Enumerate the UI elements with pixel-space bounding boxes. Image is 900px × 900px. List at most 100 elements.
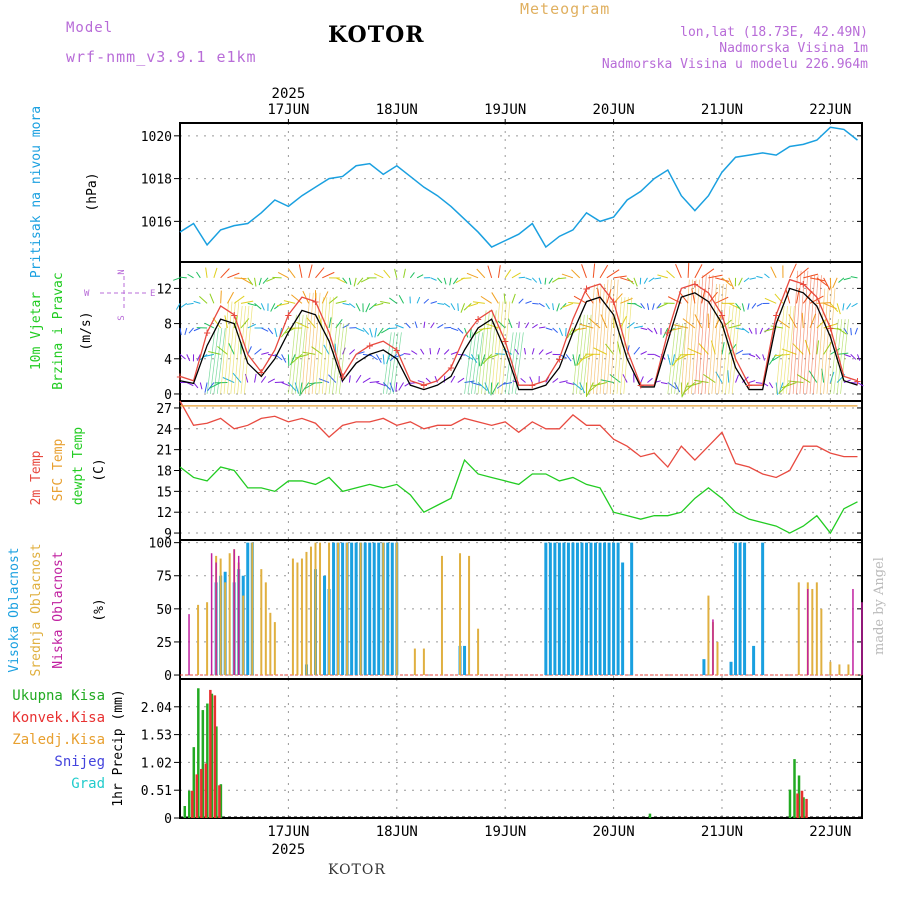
wind-barb — [199, 296, 208, 304]
x-tick-label-top: 17JUN — [267, 102, 309, 118]
gust-hatch — [227, 301, 236, 394]
wind-barb — [593, 347, 608, 355]
cloud-bar-mid — [847, 664, 850, 676]
wind-barb — [568, 301, 580, 304]
cloud-bar-mid — [468, 555, 471, 676]
wind-barb — [398, 295, 405, 304]
wind-gust-marker: + — [529, 378, 536, 392]
gust-hatch — [704, 275, 714, 394]
wind-barb — [768, 382, 774, 389]
wind-barb — [376, 382, 386, 387]
temp-unit: (C) — [92, 458, 107, 481]
cloud-bar-high — [612, 542, 616, 676]
gust-hatch — [609, 279, 619, 394]
wind-barb — [846, 303, 852, 310]
wind-barb — [349, 349, 356, 355]
wind-barb — [342, 302, 350, 306]
wind-barb — [452, 277, 459, 285]
wind-barb — [626, 277, 635, 285]
gust-hatch — [484, 310, 494, 394]
cloud-bar-high — [553, 542, 557, 676]
wind-barb — [633, 302, 643, 309]
cloud-bar-mid — [273, 622, 276, 676]
wind-barb — [657, 274, 668, 279]
y-tick-label: 21 — [156, 444, 172, 459]
gust-hatch — [213, 327, 223, 395]
cloud-bar-low — [861, 602, 863, 676]
wind-barb — [525, 322, 530, 329]
wind-barb — [756, 275, 763, 279]
wind-barb — [678, 291, 689, 304]
gust-hatch — [599, 279, 609, 394]
wind-barb — [403, 353, 411, 355]
wind-barb — [764, 273, 770, 279]
wind-barb — [619, 316, 627, 329]
gust-hatch — [836, 319, 846, 394]
wind-barb — [436, 347, 441, 355]
x-tick-label-bottom: 17JUN — [267, 824, 309, 840]
wind-barb — [748, 380, 756, 384]
gust-hatch — [487, 310, 497, 394]
wind-barb — [507, 318, 513, 329]
wind-barb — [204, 382, 208, 393]
gust-hatch — [694, 275, 704, 394]
wind-barb — [518, 298, 524, 304]
cloud-bar-low — [188, 614, 190, 676]
wind-barb — [741, 376, 749, 383]
wind-barb — [576, 354, 581, 366]
wind-barb — [640, 303, 645, 310]
wind-barb — [511, 293, 516, 304]
wind-barb — [368, 302, 377, 310]
wind-barb — [801, 312, 804, 329]
wind-barb — [196, 354, 201, 361]
wind-barb — [552, 377, 559, 383]
wind-barb — [558, 327, 564, 336]
gust-hatch — [579, 314, 589, 394]
wind-barb — [653, 327, 658, 335]
wind-barb — [523, 347, 527, 355]
wind-gust-marker: + — [285, 308, 292, 322]
cloud-bar-high — [332, 542, 336, 676]
gust-hatch — [674, 323, 683, 395]
wind-barb — [660, 382, 668, 385]
wind-barb — [389, 382, 394, 393]
wind-barb — [487, 265, 493, 278]
wind-barb — [646, 303, 650, 310]
gust-hatch — [575, 314, 585, 394]
gust-hatch — [708, 283, 717, 394]
wind-barb — [460, 303, 466, 313]
gust-hatch — [670, 323, 680, 395]
cloud-unit: (%) — [92, 598, 107, 621]
wind-barb — [213, 267, 218, 278]
x-tick-label-bottom: 21JUN — [701, 824, 743, 840]
wind-barb — [469, 327, 472, 338]
gust-hatch — [687, 279, 697, 394]
precip-bar-total — [797, 775, 801, 818]
gust-hatch — [572, 314, 582, 394]
y-tick-label: 12 — [156, 282, 172, 297]
precip-bar-total — [219, 784, 223, 818]
wind-barb — [281, 382, 291, 387]
gust-hatch — [592, 283, 602, 394]
cloud-bar-low — [210, 553, 213, 676]
wind-gust-marker: + — [637, 378, 644, 392]
wind-barb — [335, 300, 347, 304]
wind-gust-marker: + — [854, 374, 861, 388]
cloud-bar-high — [607, 542, 611, 676]
wind-barb — [437, 324, 444, 329]
wind-gust-marker: + — [312, 295, 319, 309]
wind-barb — [470, 354, 478, 363]
wind-barb — [774, 353, 790, 357]
gust-hatch — [623, 297, 633, 394]
wind-barb — [538, 277, 542, 285]
wind-barb — [457, 377, 465, 383]
wind-barb — [240, 300, 254, 304]
wind-barb — [538, 326, 546, 329]
cloud-bar-mid — [815, 582, 818, 676]
wind-barb — [355, 303, 361, 312]
x-tick-label-top: 18JUN — [376, 102, 418, 118]
wind-gust-marker: + — [420, 378, 427, 392]
wind-barb — [789, 263, 797, 279]
x-tick-label-top: 19JUN — [484, 102, 526, 118]
cloud-bar-high — [702, 659, 706, 676]
